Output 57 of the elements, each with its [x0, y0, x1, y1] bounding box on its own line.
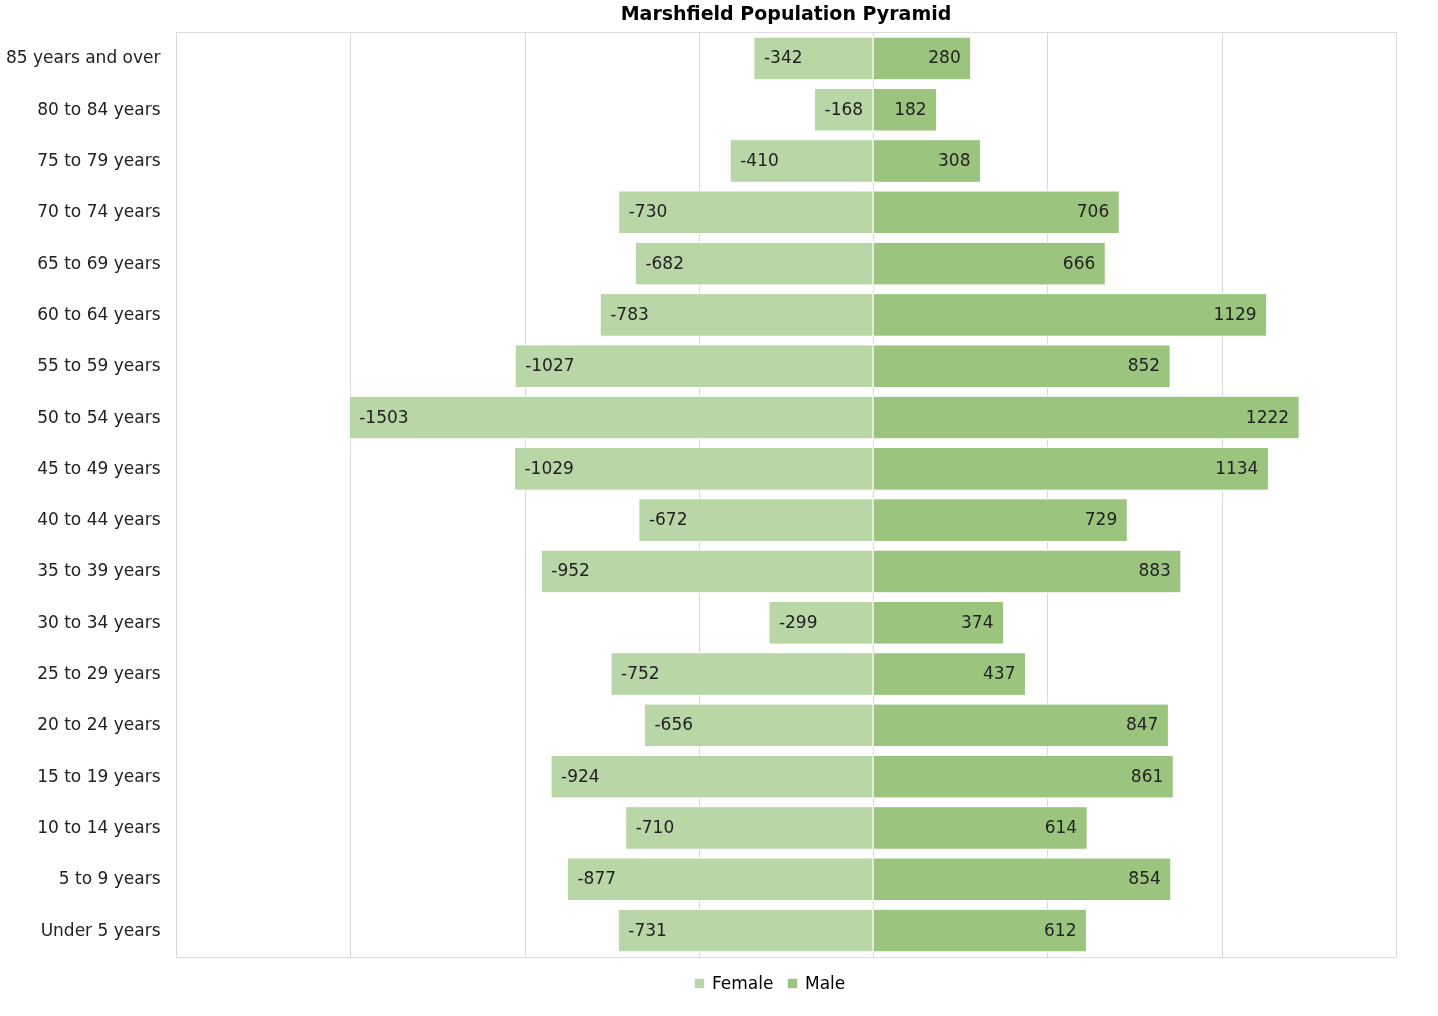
data-label: -656 [654, 714, 694, 735]
data-label: 1134 [1215, 457, 1259, 478]
data-label: -730 [628, 201, 668, 222]
data-label: 308 [938, 150, 971, 171]
data-label: 437 [983, 663, 1016, 684]
data-label: 847 [1125, 714, 1159, 735]
data-label: 1129 [1213, 303, 1257, 324]
data-label: -752 [621, 663, 660, 684]
data-label: 374 [961, 611, 994, 632]
y-tick-label: 60 to 64 years [37, 303, 161, 324]
y-tick-label: 50 to 54 years [37, 406, 161, 427]
y-tick-label: 75 to 79 years [37, 150, 161, 171]
data-label: -877 [577, 868, 617, 889]
data-label: 280 [928, 47, 961, 68]
data-label: 612 [1044, 919, 1077, 940]
data-label: -168 [824, 98, 864, 119]
data-label: 1222 [1245, 406, 1290, 427]
y-tick-label: 10 to 14 years [37, 816, 161, 837]
y-tick-label: 45 to 49 years [37, 457, 161, 478]
data-label: 666 [1062, 252, 1096, 273]
y-tick-label: 20 to 24 years [37, 714, 161, 735]
data-label: -710 [635, 816, 675, 837]
y-tick-label: 40 to 44 years [37, 509, 161, 530]
data-label: -924 [561, 765, 600, 786]
y-tick-label: 15 to 19 years [37, 765, 161, 786]
y-tick-label: 25 to 29 years [37, 663, 161, 684]
data-label: -672 [648, 509, 688, 530]
data-label: -1027 [525, 355, 575, 376]
y-tick-label: 85 years and over [5, 47, 161, 68]
data-label: 706 [1076, 201, 1110, 222]
data-label: -1029 [524, 457, 574, 478]
data-label: -299 [778, 611, 818, 632]
data-label: 854 [1128, 868, 1161, 889]
legend-label: Female [712, 972, 774, 993]
y-tick-label: 30 to 34 years [37, 611, 161, 632]
data-label: -1503 [359, 406, 409, 427]
data-label: 729 [1084, 509, 1118, 530]
data-label: -342 [763, 47, 803, 68]
data-label: -682 [645, 252, 685, 273]
data-label: 614 [1044, 816, 1078, 837]
data-label: 861 [1130, 765, 1164, 786]
chart-title: Marshfield Population Pyramid [620, 2, 952, 24]
data-label: 182 [894, 98, 927, 119]
y-tick-label: Under 5 years [40, 919, 161, 940]
y-tick-label: 80 to 84 years [37, 98, 161, 119]
data-label: -410 [740, 150, 779, 171]
y-tick-label: 55 to 59 years [37, 355, 161, 376]
y-tick-label: 5 to 9 years [58, 868, 161, 889]
data-label: -731 [628, 919, 667, 940]
data-label: 883 [1138, 560, 1171, 581]
data-label: -783 [610, 303, 649, 324]
data-label: 852 [1127, 355, 1161, 376]
y-tick-label: 65 to 69 years [37, 252, 161, 273]
y-tick-label: 35 to 39 years [37, 560, 161, 581]
legend-label: Male [805, 972, 846, 993]
y-tick-label: 70 to 74 years [37, 201, 161, 222]
data-label: -952 [551, 560, 590, 581]
